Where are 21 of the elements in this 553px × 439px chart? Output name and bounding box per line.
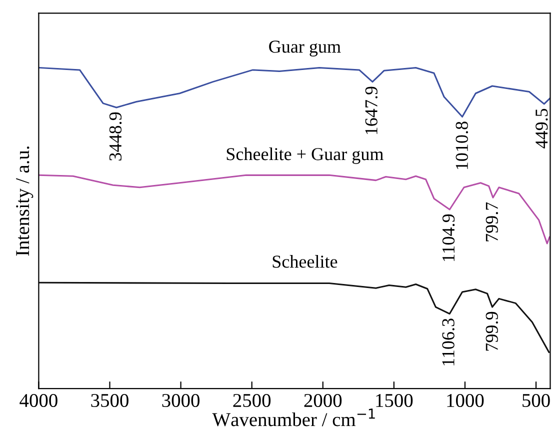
y-axis-title: Intensity / a.u. [16,146,34,256]
annotation: 449.5 [536,108,548,148]
annotation: 799.7 [486,202,498,242]
series-label: Guar gum [269,40,341,56]
x-tick-label: 4000 [20,394,58,408]
annotation: 1647.9 [365,86,378,134]
x-tick-label: 2000 [304,394,342,408]
x-tick-label: 500 [522,394,550,408]
x-tick-label: 2500 [233,394,271,408]
x-tick-label: 1000 [447,394,484,408]
series-label: Scheelite + Guar gum [226,148,384,164]
x-tick-label: 3000 [162,394,200,408]
annotation: 799.9 [486,312,498,351]
x-tick-label: 3500 [91,394,128,408]
annotation: 1104.9 [442,214,455,262]
series-label: Scheelite [272,255,338,268]
x-axis-title: Wavenumber / cm$^{−1}$ [212,408,375,426]
x-tick-label: 1500 [376,394,413,408]
annotation: 3448.9 [109,112,122,160]
annotation: 1106.3 [442,318,454,366]
annotation: 1010.8 [456,122,468,170]
